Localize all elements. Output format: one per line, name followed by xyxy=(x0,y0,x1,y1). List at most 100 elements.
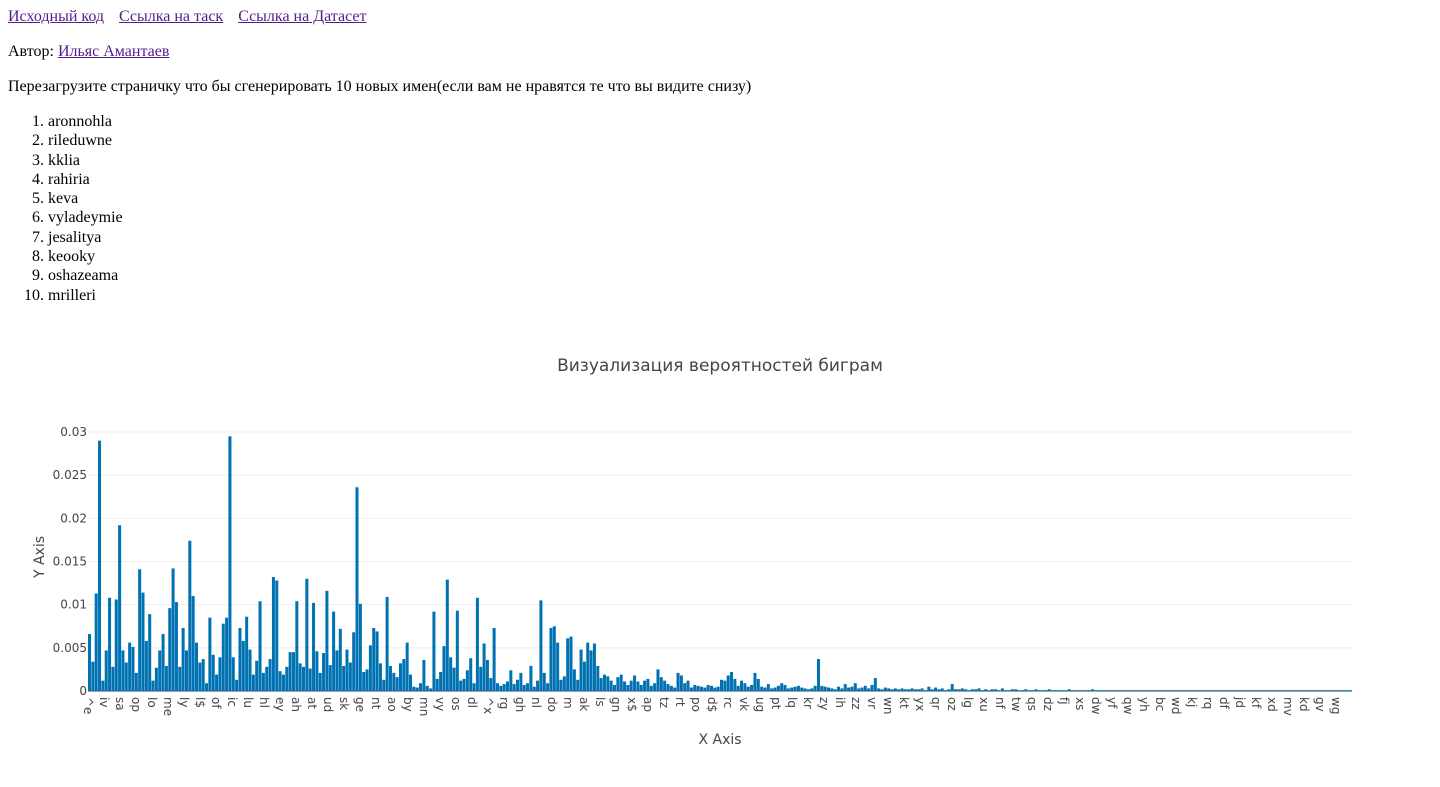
bar[interactable] xyxy=(1261,690,1265,691)
bar[interactable] xyxy=(907,689,911,691)
bar[interactable] xyxy=(412,686,416,691)
bar[interactable] xyxy=(944,690,948,691)
bar[interactable] xyxy=(539,600,543,691)
bar[interactable] xyxy=(629,680,633,691)
bar[interactable] xyxy=(519,672,523,691)
bar[interactable] xyxy=(161,634,165,691)
bar[interactable] xyxy=(388,665,392,691)
bar[interactable] xyxy=(743,683,747,691)
bar[interactable] xyxy=(348,662,352,691)
bar[interactable] xyxy=(1158,690,1162,691)
bar[interactable] xyxy=(833,689,837,691)
author-link[interactable]: Ильяс Амантаев xyxy=(57,43,170,60)
bar[interactable] xyxy=(1305,690,1309,691)
bar[interactable] xyxy=(489,678,493,691)
bar[interactable] xyxy=(512,684,516,691)
bar[interactable] xyxy=(816,659,820,691)
bar[interactable] xyxy=(131,646,135,691)
bar[interactable] xyxy=(1137,690,1141,691)
bar[interactable] xyxy=(890,689,894,691)
bar[interactable] xyxy=(1067,689,1071,691)
bar[interactable] xyxy=(358,603,362,691)
bar[interactable] xyxy=(1321,690,1325,691)
bar[interactable] xyxy=(465,670,469,691)
bar[interactable] xyxy=(238,627,242,691)
bar[interactable] xyxy=(181,627,185,691)
bar[interactable] xyxy=(1074,690,1078,691)
bar[interactable] xyxy=(1164,690,1168,691)
bar[interactable] xyxy=(863,685,867,691)
bar[interactable] xyxy=(947,689,951,691)
bar[interactable] xyxy=(673,687,677,691)
bar[interactable] xyxy=(91,661,95,691)
bar[interactable] xyxy=(245,616,249,691)
bar[interactable] xyxy=(582,661,586,691)
bar[interactable] xyxy=(1268,690,1272,691)
bar[interactable] xyxy=(452,667,456,691)
bar[interactable] xyxy=(1107,690,1111,691)
bar[interactable] xyxy=(569,636,573,691)
bar[interactable] xyxy=(422,659,426,691)
bar[interactable] xyxy=(98,440,102,691)
bar[interactable] xyxy=(536,680,540,691)
bar[interactable] xyxy=(1188,690,1192,691)
bar[interactable] xyxy=(867,688,871,691)
bar[interactable] xyxy=(1174,690,1178,691)
bar[interactable] xyxy=(810,688,814,691)
bar[interactable] xyxy=(1331,690,1335,691)
bar[interactable] xyxy=(572,669,576,691)
bar[interactable] xyxy=(188,540,192,691)
bar[interactable] xyxy=(425,685,429,691)
bar[interactable] xyxy=(1265,690,1269,691)
bar[interactable] xyxy=(1315,690,1319,691)
bar[interactable] xyxy=(94,593,98,691)
bigram-chart[interactable]: Визуализация вероятностей биграм 00.0050… xyxy=(0,340,1440,760)
bar[interactable] xyxy=(699,686,703,691)
bar[interactable] xyxy=(1241,690,1245,691)
bar[interactable] xyxy=(726,675,730,691)
bar[interactable] xyxy=(917,689,921,691)
bar[interactable] xyxy=(375,631,379,691)
bar[interactable] xyxy=(830,688,834,691)
bar[interactable] xyxy=(1198,690,1202,691)
bar[interactable] xyxy=(392,672,396,691)
bar[interactable] xyxy=(526,683,530,691)
bar[interactable] xyxy=(154,667,158,691)
bar[interactable] xyxy=(1171,690,1175,691)
dataset-link[interactable]: Ссылка на Датасет xyxy=(238,8,367,25)
bar[interactable] xyxy=(800,687,804,691)
bar[interactable] xyxy=(1054,690,1058,691)
bar[interactable] xyxy=(128,642,132,691)
bar[interactable] xyxy=(633,675,637,691)
bar[interactable] xyxy=(579,649,583,691)
bar[interactable] xyxy=(940,688,944,691)
bar[interactable] xyxy=(900,688,904,691)
bar[interactable] xyxy=(840,688,844,691)
bar[interactable] xyxy=(215,674,219,691)
bar[interactable] xyxy=(469,658,473,691)
bar[interactable] xyxy=(198,662,202,691)
bar[interactable] xyxy=(1345,690,1349,691)
bar[interactable] xyxy=(649,685,653,691)
bar[interactable] xyxy=(1178,690,1182,691)
bar[interactable] xyxy=(1328,690,1332,691)
bar[interactable] xyxy=(957,689,961,691)
bar[interactable] xyxy=(335,650,339,691)
bar[interactable] xyxy=(328,665,332,691)
bar[interactable] xyxy=(770,688,774,691)
bar[interactable] xyxy=(261,672,265,691)
bar[interactable] xyxy=(970,689,974,691)
bar[interactable] xyxy=(148,614,152,691)
bar[interactable] xyxy=(1117,690,1121,691)
bar[interactable] xyxy=(405,642,409,691)
bar[interactable] xyxy=(964,689,968,691)
bar[interactable] xyxy=(302,666,306,691)
bar[interactable] xyxy=(134,672,138,691)
bar[interactable] xyxy=(409,674,413,691)
bar[interactable] xyxy=(853,683,857,691)
bar[interactable] xyxy=(586,642,590,691)
bar[interactable] xyxy=(1034,689,1038,691)
bar[interactable] xyxy=(1077,690,1081,691)
bar[interactable] xyxy=(141,592,145,691)
bar[interactable] xyxy=(860,687,864,691)
